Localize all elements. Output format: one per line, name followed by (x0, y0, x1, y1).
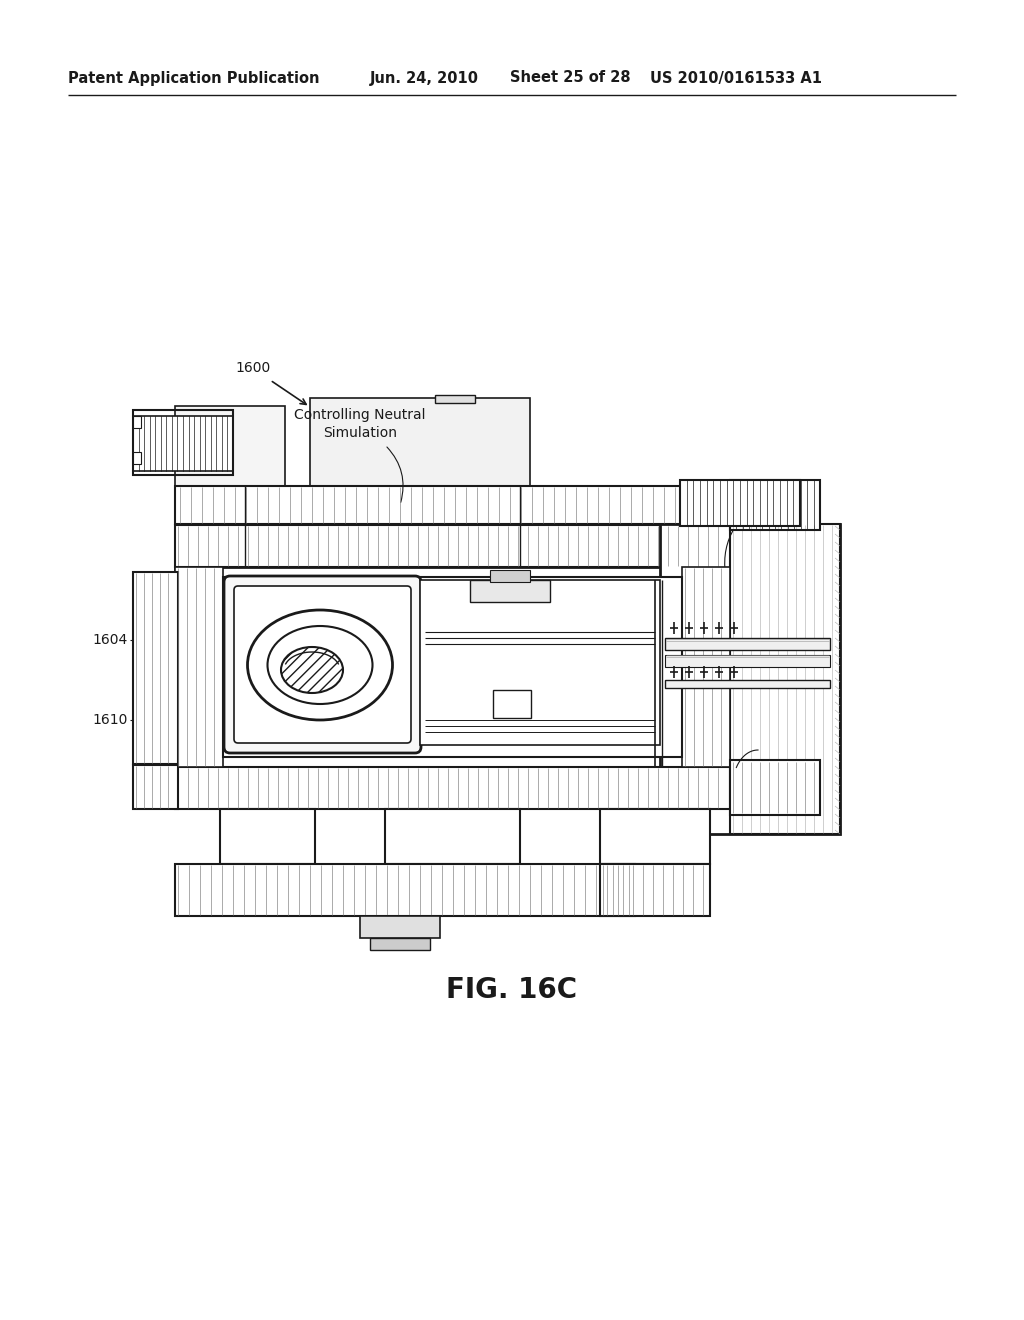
Bar (360, 916, 440, 939)
Bar (665, 680, 830, 688)
Bar (310, 399, 530, 488)
Text: 1600: 1600 (234, 360, 270, 375)
Bar (600, 865, 710, 916)
Bar (680, 480, 800, 525)
Bar (175, 407, 285, 486)
Bar (660, 524, 840, 834)
Bar (682, 568, 730, 767)
Bar (730, 524, 840, 834)
Ellipse shape (267, 626, 373, 704)
Text: 1604: 1604 (93, 634, 128, 647)
Bar (470, 579, 550, 602)
Bar (370, 939, 430, 950)
Bar (730, 760, 820, 814)
Text: US 2010/0161533 A1: US 2010/0161533 A1 (650, 70, 822, 86)
Bar (175, 568, 223, 767)
Bar (730, 480, 820, 531)
Bar (223, 577, 682, 756)
Text: FIG. 16C: FIG. 16C (446, 975, 578, 1005)
FancyBboxPatch shape (234, 586, 411, 743)
Bar (220, 809, 315, 865)
Text: IR Sensor
System: IR Sensor System (718, 490, 782, 523)
Text: Patent Application Publication: Patent Application Publication (68, 70, 319, 86)
Bar (680, 480, 800, 525)
Bar (175, 525, 730, 568)
Bar (133, 451, 141, 465)
Bar (175, 865, 635, 916)
Bar (175, 486, 730, 524)
Bar (133, 572, 178, 764)
FancyBboxPatch shape (224, 576, 421, 752)
Text: Jun. 24, 2010: Jun. 24, 2010 (370, 70, 479, 86)
Bar (175, 767, 730, 809)
Bar (133, 766, 178, 809)
Ellipse shape (281, 647, 343, 693)
Text: 1610: 1610 (92, 713, 128, 727)
Bar (385, 809, 520, 865)
Bar (133, 416, 233, 471)
Bar (493, 690, 531, 718)
Text: Sheet 25 of 28: Sheet 25 of 28 (510, 70, 631, 86)
Bar (133, 416, 141, 428)
Text: 1606: 1606 (760, 783, 796, 797)
Bar (600, 809, 710, 865)
Bar (133, 411, 233, 475)
Bar (175, 568, 730, 767)
Bar (490, 570, 530, 582)
Bar (435, 395, 475, 403)
Bar (420, 579, 660, 744)
Bar (665, 638, 830, 649)
Bar (665, 655, 830, 667)
Text: Controlling Neutral
Simulation: Controlling Neutral Simulation (294, 408, 426, 441)
Ellipse shape (248, 610, 392, 719)
Bar (730, 480, 820, 531)
